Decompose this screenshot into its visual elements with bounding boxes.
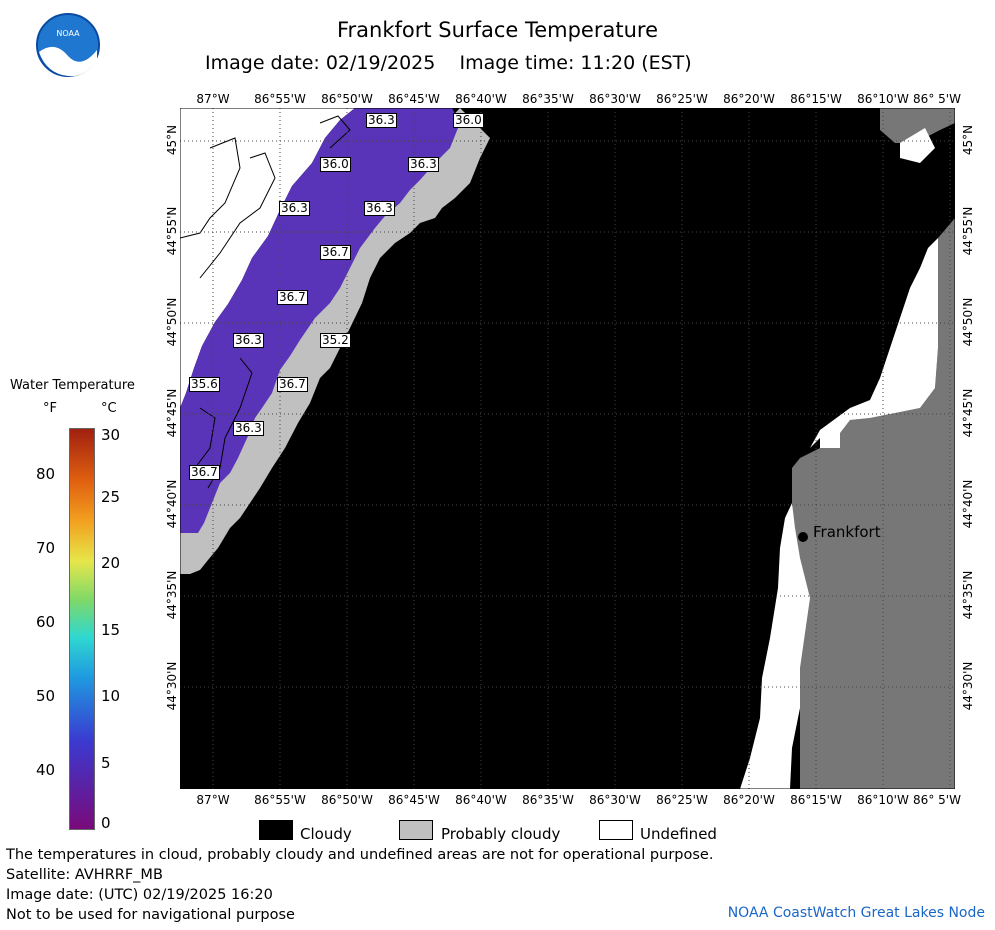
- temperature-label: 35.6: [189, 377, 220, 392]
- colorbar-c-tick: 5: [101, 754, 111, 772]
- lon-tick-label: 86°40'W: [455, 92, 507, 106]
- lat-tick-label: 44°40'N: [961, 479, 975, 529]
- lon-tick-label: 86° 5'W: [913, 793, 961, 807]
- lat-tick-label: 44°40'N: [165, 479, 179, 529]
- temperature-label: 36.7: [320, 245, 351, 260]
- notes: The temperatures in cloud, probably clou…: [6, 845, 713, 925]
- temperature-label: 36.7: [277, 290, 308, 305]
- lat-tick-label: 44°55'N: [165, 206, 179, 256]
- colorbar-c-tick: 25: [101, 488, 121, 506]
- lon-tick-label: 86°10'W: [857, 92, 909, 106]
- noaa-logo: NOAA: [36, 13, 100, 77]
- note-navigation: Not to be used for navigational purpose: [6, 907, 295, 923]
- lon-tick-label: 86°15'W: [790, 92, 842, 106]
- lon-tick-label: 86°50'W: [321, 92, 373, 106]
- lon-tick-label: 87°W: [196, 793, 230, 807]
- lon-tick-label: 86°55'W: [254, 92, 306, 106]
- temperature-label: 36.3: [279, 201, 310, 216]
- cloudy-legend-label: Cloudy: [300, 825, 352, 843]
- lon-tick-label: 86°30'W: [589, 793, 641, 807]
- land-east: [792, 108, 955, 789]
- colorbar-c-tick: 20: [101, 554, 121, 572]
- probably-cloudy-legend-label: Probably cloudy: [441, 825, 561, 843]
- lon-tick-label: 86°10'W: [857, 793, 909, 807]
- lat-tick-label: 45°N: [961, 124, 975, 156]
- lon-tick-label: 86°55'W: [254, 793, 306, 807]
- colorbar-f-tick: 60: [36, 613, 56, 631]
- lon-tick-label: 86°35'W: [522, 92, 574, 106]
- lat-tick-label: 44°30'N: [961, 661, 975, 711]
- lat-tick-label: 44°50'N: [961, 297, 975, 347]
- colorbar-f-tick: 70: [36, 539, 56, 557]
- lon-tick-label: 86° 5'W: [913, 92, 961, 106]
- lat-tick-label: 44°45'N: [165, 388, 179, 438]
- probably-cloudy-swatch: [399, 820, 433, 840]
- lon-tick-label: 87°W: [196, 92, 230, 106]
- graticule: [180, 108, 955, 789]
- lat-tick-label: 45°N: [165, 124, 179, 156]
- place-label-frankfort: Frankfort: [813, 523, 881, 541]
- lon-tick-label: 86°50'W: [321, 793, 373, 807]
- colorbar-title: Water Temperature: [10, 378, 135, 393]
- lon-tick-label: 86°15'W: [790, 793, 842, 807]
- temperature-label: 36.3: [233, 421, 264, 436]
- note-satellite: Satellite: AVHRRF_MB: [6, 867, 163, 883]
- colorbar-f-tick: 50: [36, 687, 56, 705]
- lon-tick-label: 86°35'W: [522, 793, 574, 807]
- undefined-legend-label: Undefined: [640, 825, 717, 843]
- temperature-label: 35.2: [320, 333, 351, 348]
- frankfort-marker: [798, 532, 808, 542]
- lat-tick-label: 44°35'N: [165, 570, 179, 620]
- temperature-label: 36.0: [320, 157, 351, 172]
- lon-tick-label: 86°25'W: [656, 793, 708, 807]
- lat-tick-label: 44°35'N: [961, 570, 975, 620]
- undefined-area-west: [180, 108, 355, 408]
- colorbar-c-tick: 30: [101, 426, 121, 444]
- lon-tick-label: 86°25'W: [656, 92, 708, 106]
- lat-tick-label: 44°50'N: [165, 297, 179, 347]
- temperature-label: 36.0: [453, 113, 484, 128]
- lat-tick-label: 44°30'N: [165, 661, 179, 711]
- lon-tick-label: 86°30'W: [589, 92, 641, 106]
- note-operational: The temperatures in cloud, probably clou…: [6, 847, 714, 863]
- temperature-label: 36.7: [189, 465, 220, 480]
- lon-tick-label: 86°45'W: [388, 793, 440, 807]
- temperature-label: 36.7: [277, 377, 308, 392]
- unit-celsius: °C: [101, 401, 117, 416]
- unit-fahrenheit: °F: [43, 401, 57, 416]
- lat-tick-label: 44°55'N: [961, 206, 975, 256]
- temperature-label: 36.3: [366, 113, 397, 128]
- lat-tick-label: 44°45'N: [961, 388, 975, 438]
- cloudy-swatch: [259, 820, 293, 840]
- lon-tick-label: 86°20'W: [723, 793, 775, 807]
- undefined-shore-east: [810, 238, 938, 448]
- credit-link[interactable]: NOAA CoastWatch Great Lakes Node: [727, 905, 985, 921]
- lon-tick-label: 86°40'W: [455, 793, 507, 807]
- colorbar-f-tick: 80: [36, 465, 56, 483]
- colorbar: [69, 428, 95, 830]
- image-date-time: Image date: 02/19/2025 Image time: 11:20…: [205, 52, 692, 74]
- page-title: Frankfort Surface Temperature: [336, 18, 658, 42]
- colorbar-f-tick: 40: [36, 761, 56, 779]
- undefined-shore-coast: [740, 503, 810, 789]
- land-northeast: [880, 108, 955, 143]
- note-image-date-utc: Image date: (UTC) 02/19/2025 16:20: [6, 887, 273, 903]
- colorbar-c-tick: 0: [101, 814, 111, 832]
- temperature-label: 36.3: [233, 333, 264, 348]
- colorbar-c-tick: 15: [101, 621, 121, 639]
- temperature-label: 36.3: [408, 157, 439, 172]
- colorbar-c-tick: 10: [101, 687, 121, 705]
- lon-tick-label: 86°45'W: [388, 92, 440, 106]
- lon-tick-label: 86°20'W: [723, 92, 775, 106]
- logo-text: NOAA: [56, 29, 80, 38]
- undefined-swatch: [599, 820, 633, 840]
- temperature-label: 36.3: [364, 201, 395, 216]
